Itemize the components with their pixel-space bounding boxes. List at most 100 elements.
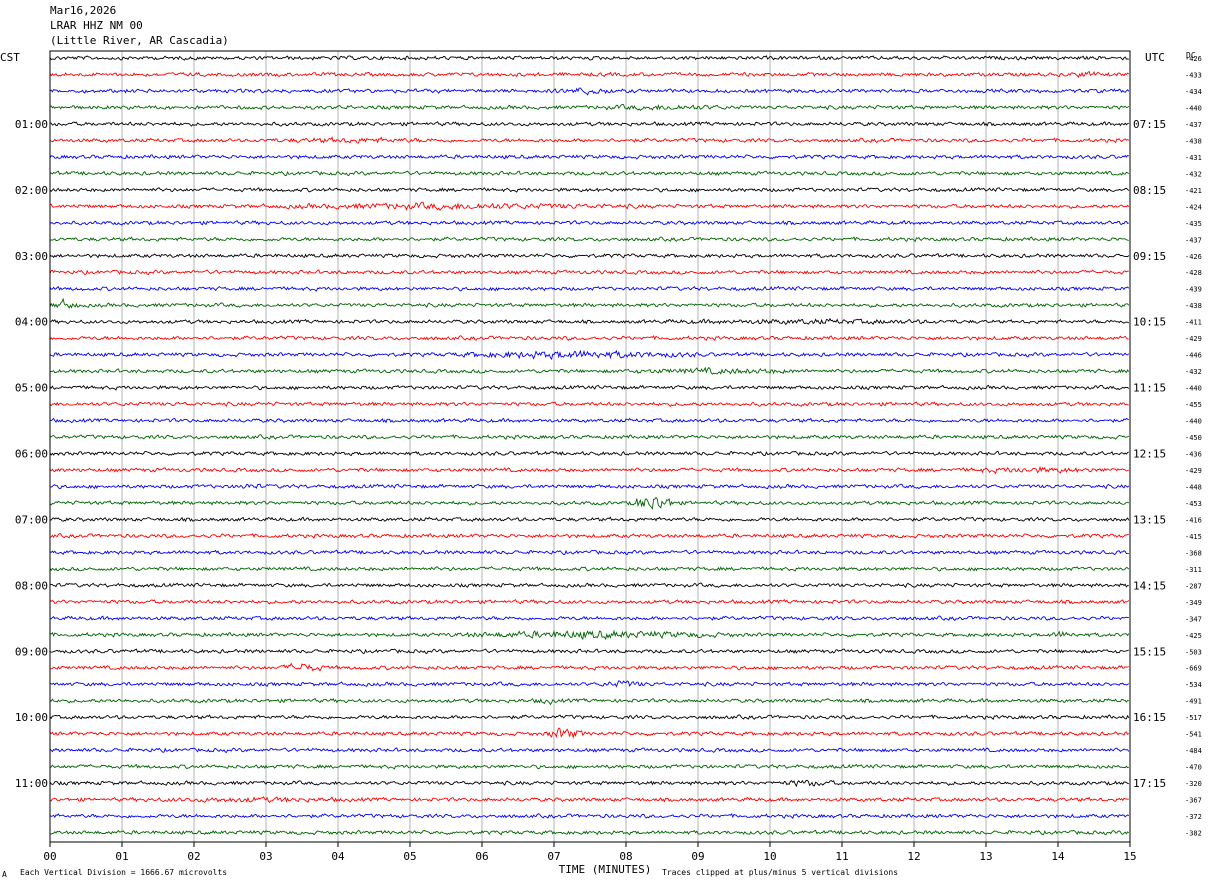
- dc-offset-label: -503: [1185, 648, 1202, 656]
- dc-offset-label: -432: [1185, 170, 1202, 178]
- dc-offset-label: -428: [1185, 269, 1202, 277]
- dc-offset-label: -426: [1185, 55, 1202, 63]
- x-axis-title: TIME (MINUTES): [559, 863, 652, 876]
- trace-row: [49, 680, 1130, 688]
- plot-frame: [49, 50, 1131, 843]
- right-axis-label: UTC: [1145, 51, 1165, 64]
- scale-note: Each Vertical Division = 1666.67 microvo…: [20, 868, 228, 877]
- dc-offset-label: -432: [1185, 368, 1202, 376]
- right-time-label: 07:15: [1133, 118, 1166, 131]
- dc-offset-label: -368: [1185, 549, 1202, 557]
- clip-note: Traces clipped at plus/minus 5 vertical …: [662, 868, 899, 877]
- header-station: LRAR HHZ NM 00: [50, 19, 143, 32]
- trace-row: [49, 269, 1129, 276]
- x-tick-label: 01: [115, 850, 128, 863]
- dc-offset-label: -429: [1185, 467, 1202, 475]
- dc-offset-label: -491: [1185, 698, 1202, 706]
- trace-row: [49, 55, 1129, 61]
- trace-row: [49, 483, 1130, 490]
- dc-offset-label: -436: [1185, 451, 1202, 459]
- left-axis-label: CST: [0, 51, 20, 64]
- dc-offset-label: -440: [1185, 104, 1202, 112]
- trace-row: [49, 70, 1130, 79]
- trace-row: [49, 516, 1130, 523]
- corner-mark: A: [2, 870, 7, 879]
- dc-offset-label: -435: [1185, 220, 1202, 228]
- x-tick-label: 05: [403, 850, 416, 863]
- dc-offset-label: -429: [1185, 335, 1202, 343]
- dc-offset-label: -320: [1185, 780, 1202, 788]
- left-time-label: 09:00: [15, 645, 48, 658]
- trace-row: [49, 598, 1130, 605]
- dc-offset-label: -439: [1185, 286, 1202, 294]
- trace-row: [49, 220, 1129, 226]
- dc-offset-label: -669: [1185, 665, 1202, 673]
- trace-row: [49, 335, 1129, 342]
- trace-row: [49, 201, 1130, 211]
- trace-row: [50, 615, 1129, 622]
- right-time-label: 14:15: [1133, 579, 1166, 592]
- left-time-label: 05:00: [15, 382, 48, 395]
- left-time-label: 10:00: [15, 711, 48, 724]
- x-tick-label: 03: [259, 850, 272, 863]
- trace-row: [49, 366, 1130, 375]
- trace-row: [49, 252, 1130, 259]
- dc-offset-label: -415: [1185, 533, 1202, 541]
- dc-offset-label: -287: [1185, 582, 1202, 590]
- dc-offset-label: -382: [1185, 830, 1202, 838]
- trace-row: [49, 121, 1129, 127]
- dc-offset-label: -438: [1185, 137, 1202, 145]
- x-tick-label: 07: [547, 850, 560, 863]
- right-time-label: 13:15: [1133, 513, 1166, 526]
- trace-row: [49, 582, 1129, 589]
- x-tick-label: 02: [187, 850, 200, 863]
- trace-row: [49, 727, 1130, 740]
- dc-offset-label: -437: [1185, 121, 1202, 129]
- dc-offset-label: -450: [1185, 434, 1202, 442]
- left-time-label: 07:00: [15, 513, 48, 526]
- dc-offset-label: -421: [1185, 187, 1202, 195]
- trace-row: [49, 549, 1129, 556]
- trace-row: [49, 349, 1130, 361]
- dc-offset-label: -438: [1185, 302, 1202, 310]
- trace-row: [49, 297, 1130, 309]
- x-tick-label: 12: [907, 850, 920, 863]
- minute-grid: [121, 51, 1059, 842]
- left-time-label: 04:00: [15, 316, 48, 329]
- right-time-label: 11:15: [1133, 382, 1166, 395]
- trace-row: [49, 566, 1130, 572]
- left-time-label: 02:00: [15, 184, 48, 197]
- x-tick-label: 00: [43, 850, 56, 863]
- x-tick-label: 15: [1123, 850, 1136, 863]
- trace-row: [49, 747, 1130, 753]
- x-tick-label: 08: [619, 850, 632, 863]
- trace-row: [49, 465, 1129, 475]
- dc-offset-label: -347: [1185, 615, 1202, 623]
- trace-row: [49, 662, 1129, 672]
- dc-offset-label: -440: [1185, 418, 1202, 426]
- left-time-label: 11:00: [15, 777, 48, 790]
- right-time-label: 16:15: [1133, 711, 1166, 724]
- trace-row: [49, 813, 1130, 820]
- trace-row: [49, 434, 1130, 441]
- right-time-label: 15:15: [1133, 645, 1166, 658]
- trace-row: [49, 779, 1129, 788]
- dc-offset-label: -372: [1185, 813, 1202, 821]
- trace-row: [49, 450, 1129, 457]
- dc-label: DC: [1186, 51, 1196, 60]
- trace-row: [49, 763, 1129, 770]
- left-time-label: 06:00: [15, 448, 48, 461]
- right-time-label: 17:15: [1133, 777, 1166, 790]
- dc-offset-label: -367: [1185, 797, 1202, 805]
- dc-offset-label: -426: [1185, 253, 1202, 261]
- dc-offset-label: -448: [1185, 483, 1202, 491]
- dc-offset-label: -433: [1185, 71, 1202, 79]
- trace-row: [49, 170, 1130, 177]
- dc-offset-label: -425: [1185, 632, 1202, 640]
- left-time-label: 08:00: [15, 579, 48, 592]
- trace-row: [49, 697, 1129, 706]
- trace-row: [49, 648, 1129, 655]
- dc-offset-label: -470: [1185, 764, 1202, 772]
- seismic-traces: [49, 55, 1130, 836]
